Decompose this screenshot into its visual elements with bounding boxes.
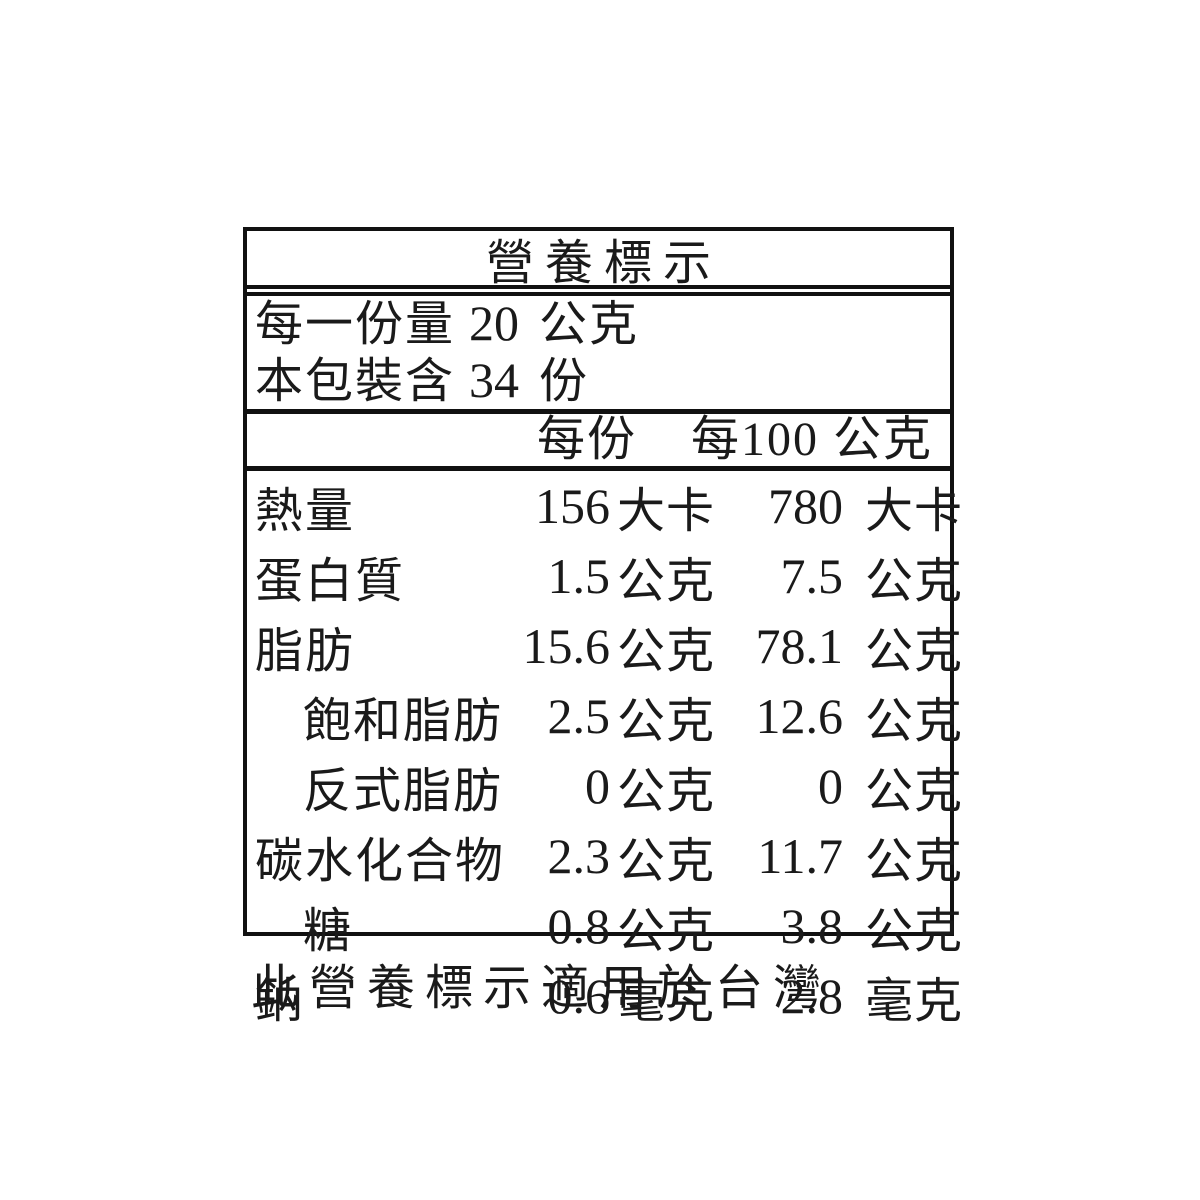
nutrient-name: 蛋白質: [255, 555, 406, 608]
per-100g-value: 2.8: [780, 968, 844, 1024]
per-serving-value: 0: [585, 758, 610, 814]
row-carbohydrate: 碳水化合物 2.3 公克 11.7 公克: [247, 821, 964, 891]
nutrient-name: 碳水化合物: [255, 835, 506, 888]
per-100g-unit: 大卡: [865, 485, 964, 538]
row-trans-fat: 反式脂肪 0 公克 0 公克: [247, 751, 964, 821]
per-serving-value: 15.6: [522, 618, 611, 674]
servings-per-package-label: 本包裝含: [255, 354, 456, 408]
nutrition-table: 營養標示 每一份量 20 公克 本包裝含 34 份 每份 每100 公克 熱量 156 …: [243, 227, 962, 1028]
per-serving-value: 2.3: [547, 828, 611, 884]
serving-size-line: 每一份量 20 公克: [255, 297, 950, 351]
per-100g-unit: 公克: [865, 555, 964, 608]
serving-size-unit: 公克: [539, 298, 640, 352]
nutrient-name: 熱量: [255, 485, 356, 538]
per-serving-unit: 公克: [617, 765, 716, 818]
per-serving-unit: 公克: [617, 835, 716, 888]
column-header-per-serving: 每份: [537, 413, 638, 466]
nutrition-title: 營養標示: [247, 231, 950, 296]
per-100g-unit: 公克: [865, 695, 964, 748]
nutrient-name: 反式脂肪: [303, 765, 504, 818]
serving-info-section: 每一份量 20 公克 本包裝含 34 份: [247, 296, 950, 414]
per-100g-value: 3.8: [780, 898, 844, 954]
serving-size-label: 每一份量: [255, 298, 456, 352]
per-serving-unit: 大卡: [617, 485, 716, 538]
column-header-per-100g: 每100 公克: [691, 413, 934, 466]
per-100g-unit: 公克: [865, 765, 964, 818]
per-100g-unit: 公克: [865, 905, 964, 958]
nutrient-rows: 熱量 156 大卡 780 大卡 蛋白質 1.5 公克 7.5 公克 脂肪 15…: [247, 471, 964, 1031]
per-serving-value: 1.5: [547, 548, 611, 604]
per-100g-value: 7.5: [780, 548, 844, 604]
per-serving-unit: 公克: [617, 625, 716, 678]
serving-size-value: 20: [469, 295, 520, 352]
nutrient-name: 鈉: [255, 975, 306, 1028]
row-saturated-fat: 飽和脂肪 2.5 公克 12.6 公克: [247, 681, 964, 751]
taiwan-applicability-note: 此營養標示適用於台灣: [251, 962, 832, 1015]
column-header-row: 每份 每100 公克: [247, 414, 950, 471]
per-serving-value: 2.5: [547, 688, 611, 744]
row-energy: 熱量 156 大卡 780 大卡: [247, 471, 964, 541]
row-fat: 脂肪 15.6 公克 78.1 公克: [247, 611, 964, 681]
nutrient-name: 糖: [303, 905, 354, 958]
nutrient-name: 脂肪: [255, 625, 356, 678]
row-sugar: 糖 0.8 公克 3.8 公克: [247, 891, 964, 961]
servings-per-package-line: 本包裝含 34 份: [255, 354, 950, 408]
servings-per-package-unit: 份: [539, 354, 590, 408]
per-100g-value: 11.7: [757, 828, 843, 884]
nutrient-name: 飽和脂肪: [303, 695, 504, 748]
per-100g-unit: 公克: [865, 835, 964, 888]
per-serving-value: 0.6: [547, 968, 611, 1024]
row-sodium: 鈉 0.6 毫克 2.8 毫克: [247, 961, 964, 1031]
per-100g-value: 780: [768, 478, 843, 534]
per-serving-unit: 毫克: [617, 975, 716, 1028]
per-100g-unit: 公克: [865, 625, 964, 678]
servings-per-package-value: 34: [469, 351, 520, 408]
per-100g-value: 78.1: [755, 618, 844, 674]
per-100g-value: 12.6: [755, 688, 844, 744]
per-100g-unit: 毫克: [865, 975, 964, 1028]
per-serving-value: 156: [535, 478, 610, 534]
per-serving-unit: 公克: [617, 695, 716, 748]
per-100g-value: 0: [818, 758, 843, 814]
per-serving-value: 0.8: [547, 898, 611, 954]
per-serving-unit: 公克: [617, 905, 716, 958]
per-serving-unit: 公克: [617, 555, 716, 608]
row-protein: 蛋白質 1.5 公克 7.5 公克: [247, 541, 964, 611]
